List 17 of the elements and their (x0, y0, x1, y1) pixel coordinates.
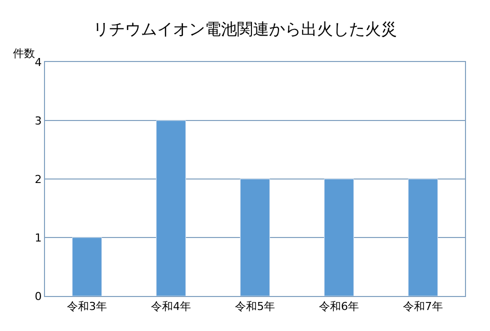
y-axis-title: 件数 (13, 47, 35, 60)
x-tick-label: 令和5年 (235, 300, 275, 314)
bar (72, 237, 102, 296)
y-tick-label: 2 (34, 172, 42, 186)
y-tick-label: 1 (34, 231, 42, 244)
y-tick-label: 3 (34, 114, 42, 128)
x-tick-label: 令和7年 (403, 300, 443, 314)
bar (324, 178, 354, 296)
x-tick-label: 令和6年 (319, 300, 359, 314)
bar (408, 178, 438, 296)
x-tick-label: 令和3年 (67, 300, 107, 314)
bar (240, 178, 270, 296)
chart-title: リチウムイオン電池関連から出火した火災 (93, 19, 397, 38)
y-tick-label: 0 (34, 290, 42, 303)
y-tick-label: 4 (34, 56, 42, 69)
x-tick-label: 令和4年 (151, 300, 191, 314)
bar (156, 120, 186, 296)
